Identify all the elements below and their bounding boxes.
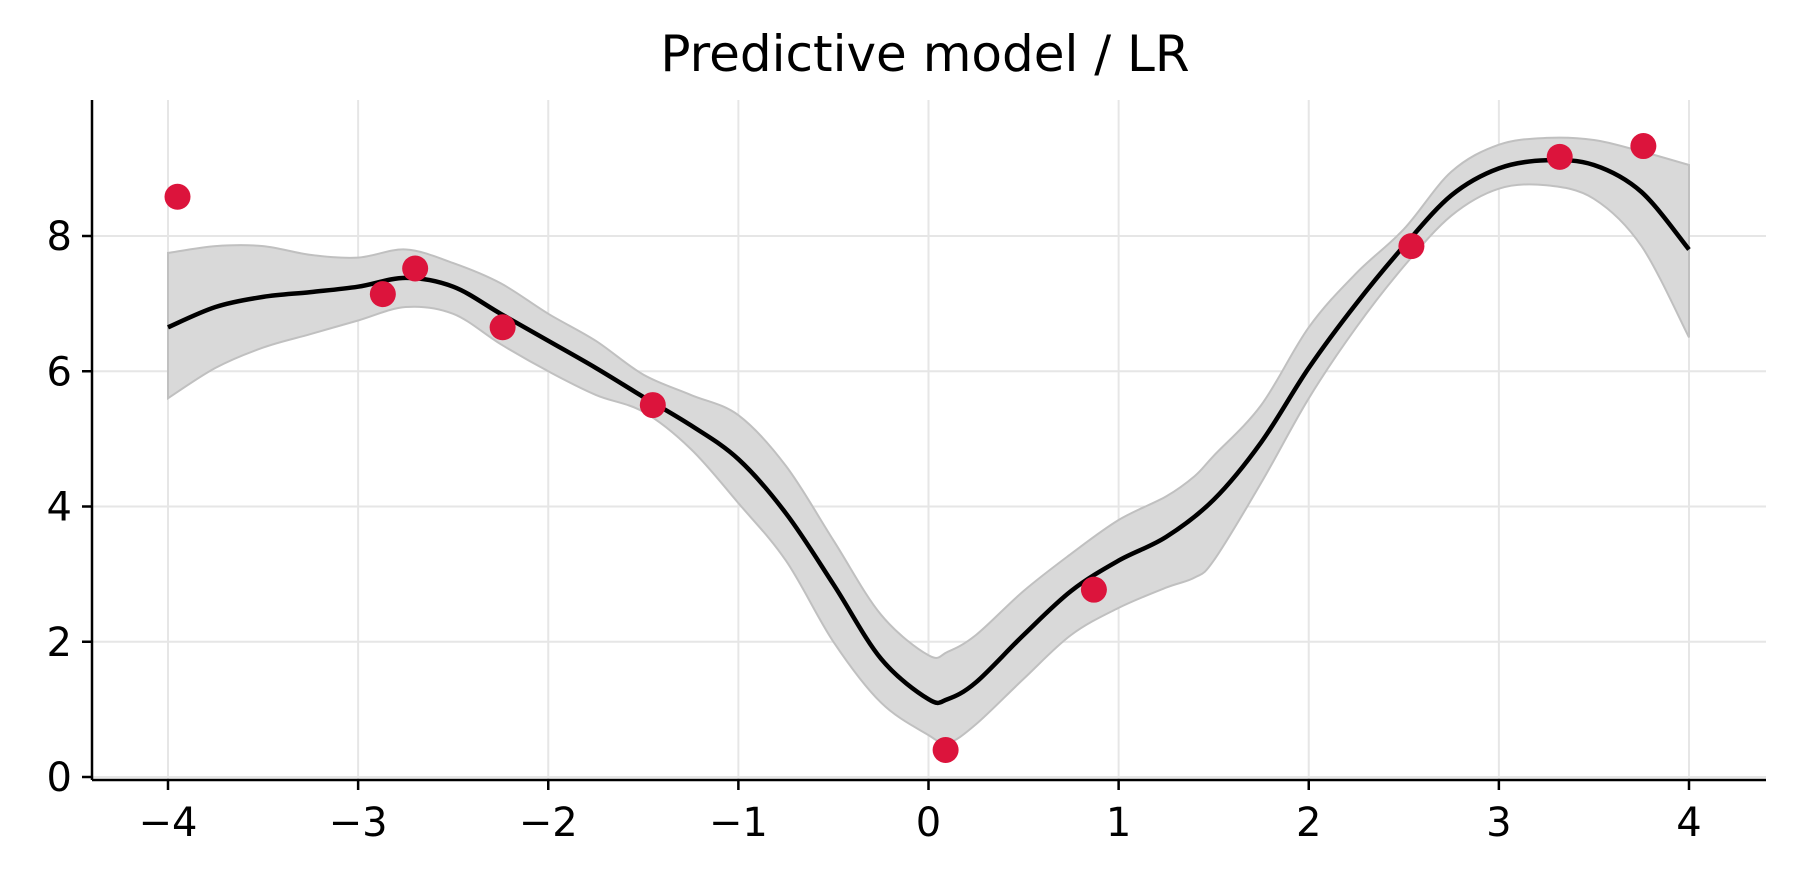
mean-line bbox=[167, 157, 1691, 706]
data-point bbox=[1080, 576, 1107, 603]
data-point bbox=[1398, 233, 1425, 260]
y-tick-label: 8 bbox=[47, 214, 72, 260]
data-point bbox=[369, 281, 396, 308]
data-point bbox=[164, 183, 191, 210]
y-tick-label: 2 bbox=[47, 620, 72, 666]
grid bbox=[92, 100, 1766, 780]
data-point bbox=[489, 314, 516, 341]
data-point bbox=[932, 736, 959, 763]
x-tick-label: 4 bbox=[1676, 800, 1701, 846]
x-tick-label: 1 bbox=[1106, 800, 1131, 846]
mean-line-layer bbox=[167, 157, 1691, 706]
x-tick-label: −1 bbox=[709, 800, 768, 846]
data-point bbox=[1630, 133, 1657, 160]
x-tick-label: −3 bbox=[329, 800, 388, 846]
x-tick-label: −2 bbox=[519, 800, 578, 846]
uncertainty-band bbox=[167, 136, 1690, 745]
data-point bbox=[639, 392, 666, 419]
x-tick-label: 3 bbox=[1486, 800, 1511, 846]
observation-points bbox=[164, 133, 1657, 763]
x-tick-label: −4 bbox=[139, 800, 198, 846]
ticks: −4 −3 −2 −1 0 1 2 3 4 0 2 4 6 8 bbox=[47, 214, 1702, 846]
x-tick-label: 0 bbox=[916, 800, 941, 846]
chart-title: Predictive model / LR bbox=[660, 25, 1189, 83]
confidence-band bbox=[167, 136, 1690, 745]
x-tick-label: 2 bbox=[1296, 800, 1321, 846]
data-point bbox=[1546, 143, 1573, 170]
y-tick-label: 6 bbox=[47, 349, 72, 395]
y-tick-label: 0 bbox=[47, 755, 72, 801]
y-tick-label: 4 bbox=[47, 485, 72, 531]
data-point bbox=[402, 255, 429, 282]
